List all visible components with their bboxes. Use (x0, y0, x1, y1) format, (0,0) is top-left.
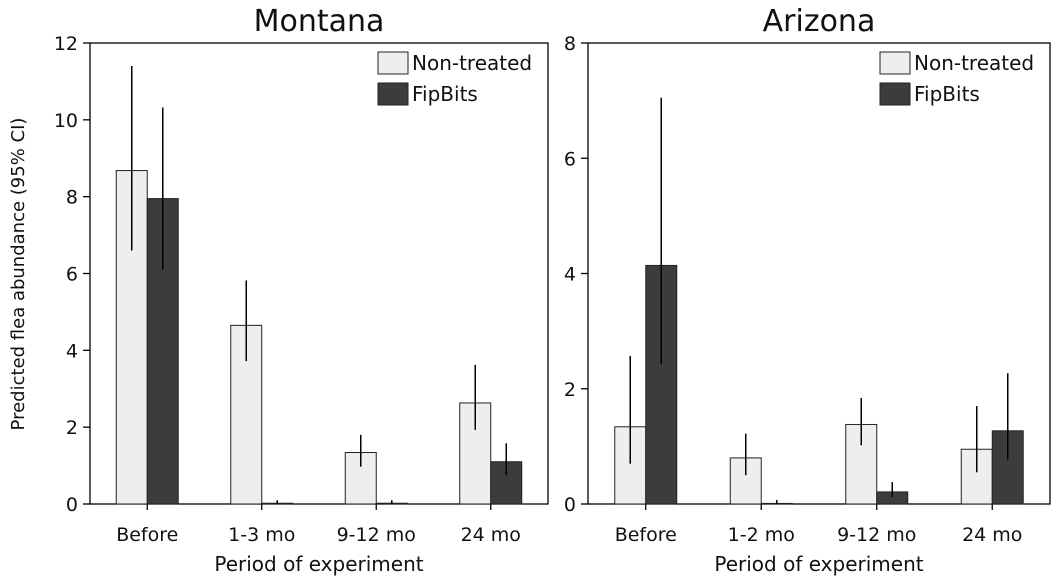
legend-swatch-nontreated (377, 51, 409, 75)
y-tick-label: 4 (66, 340, 78, 362)
y-tick-label: 10 (54, 110, 78, 132)
y-axis-label: Predicted flea abundance (95% CI) (8, 118, 29, 431)
x-axis-label: Period of experiment (214, 552, 423, 576)
legend-label-fipbits: FipBits (914, 82, 980, 106)
x-tick-label: 1-2 mo (728, 524, 795, 546)
legend-swatch-fipbits (879, 82, 911, 106)
legend-swatch-nontreated (879, 51, 911, 75)
x-tick-label: 24 mo (461, 524, 521, 546)
legend-swatch-fipbits (377, 82, 409, 106)
x-tick-label: 24 mo (962, 524, 1022, 546)
y-tick-label: 6 (66, 264, 78, 286)
y-tick-label: 8 (66, 187, 78, 209)
y-tick-label: 12 (54, 33, 78, 55)
x-tick-label: 9-12 mo (837, 524, 916, 546)
y-tick-label: 0 (66, 494, 78, 516)
x-tick-label: Before (615, 524, 677, 546)
panel-title: Montana (254, 4, 385, 39)
y-tick-label: 0 (564, 494, 576, 516)
y-tick-label: 6 (564, 148, 576, 170)
y-tick-label: 2 (66, 417, 78, 439)
x-tick-label: 9-12 mo (337, 524, 416, 546)
y-tick-label: 8 (564, 33, 576, 55)
x-axis-label: Period of experiment (714, 552, 923, 576)
legend-label-nontreated: Non-treated (914, 51, 1034, 75)
bar-nontreated-1 (230, 324, 263, 505)
legend-label-fipbits: FipBits (412, 82, 478, 106)
panel-arizona: Arizona 0 2 4 6 8 Before 1-2 mo 9-12 mo 24 mo Peri… (564, 4, 1051, 576)
x-tick-label: Before (116, 524, 178, 546)
y-tick-label: 4 (564, 264, 576, 286)
panel-title: Arizona (763, 4, 876, 39)
x-tick-label: 1-3 mo (228, 524, 295, 546)
legend-label-nontreated: Non-treated (412, 51, 532, 75)
y-tick-label: 2 (564, 379, 576, 401)
panel-montana: Montana 0 2 4 6 8 10 12 Before 1-3 mo 9-12 mo 24 mo… (54, 4, 549, 576)
bar-nontreated-0 (115, 170, 148, 505)
